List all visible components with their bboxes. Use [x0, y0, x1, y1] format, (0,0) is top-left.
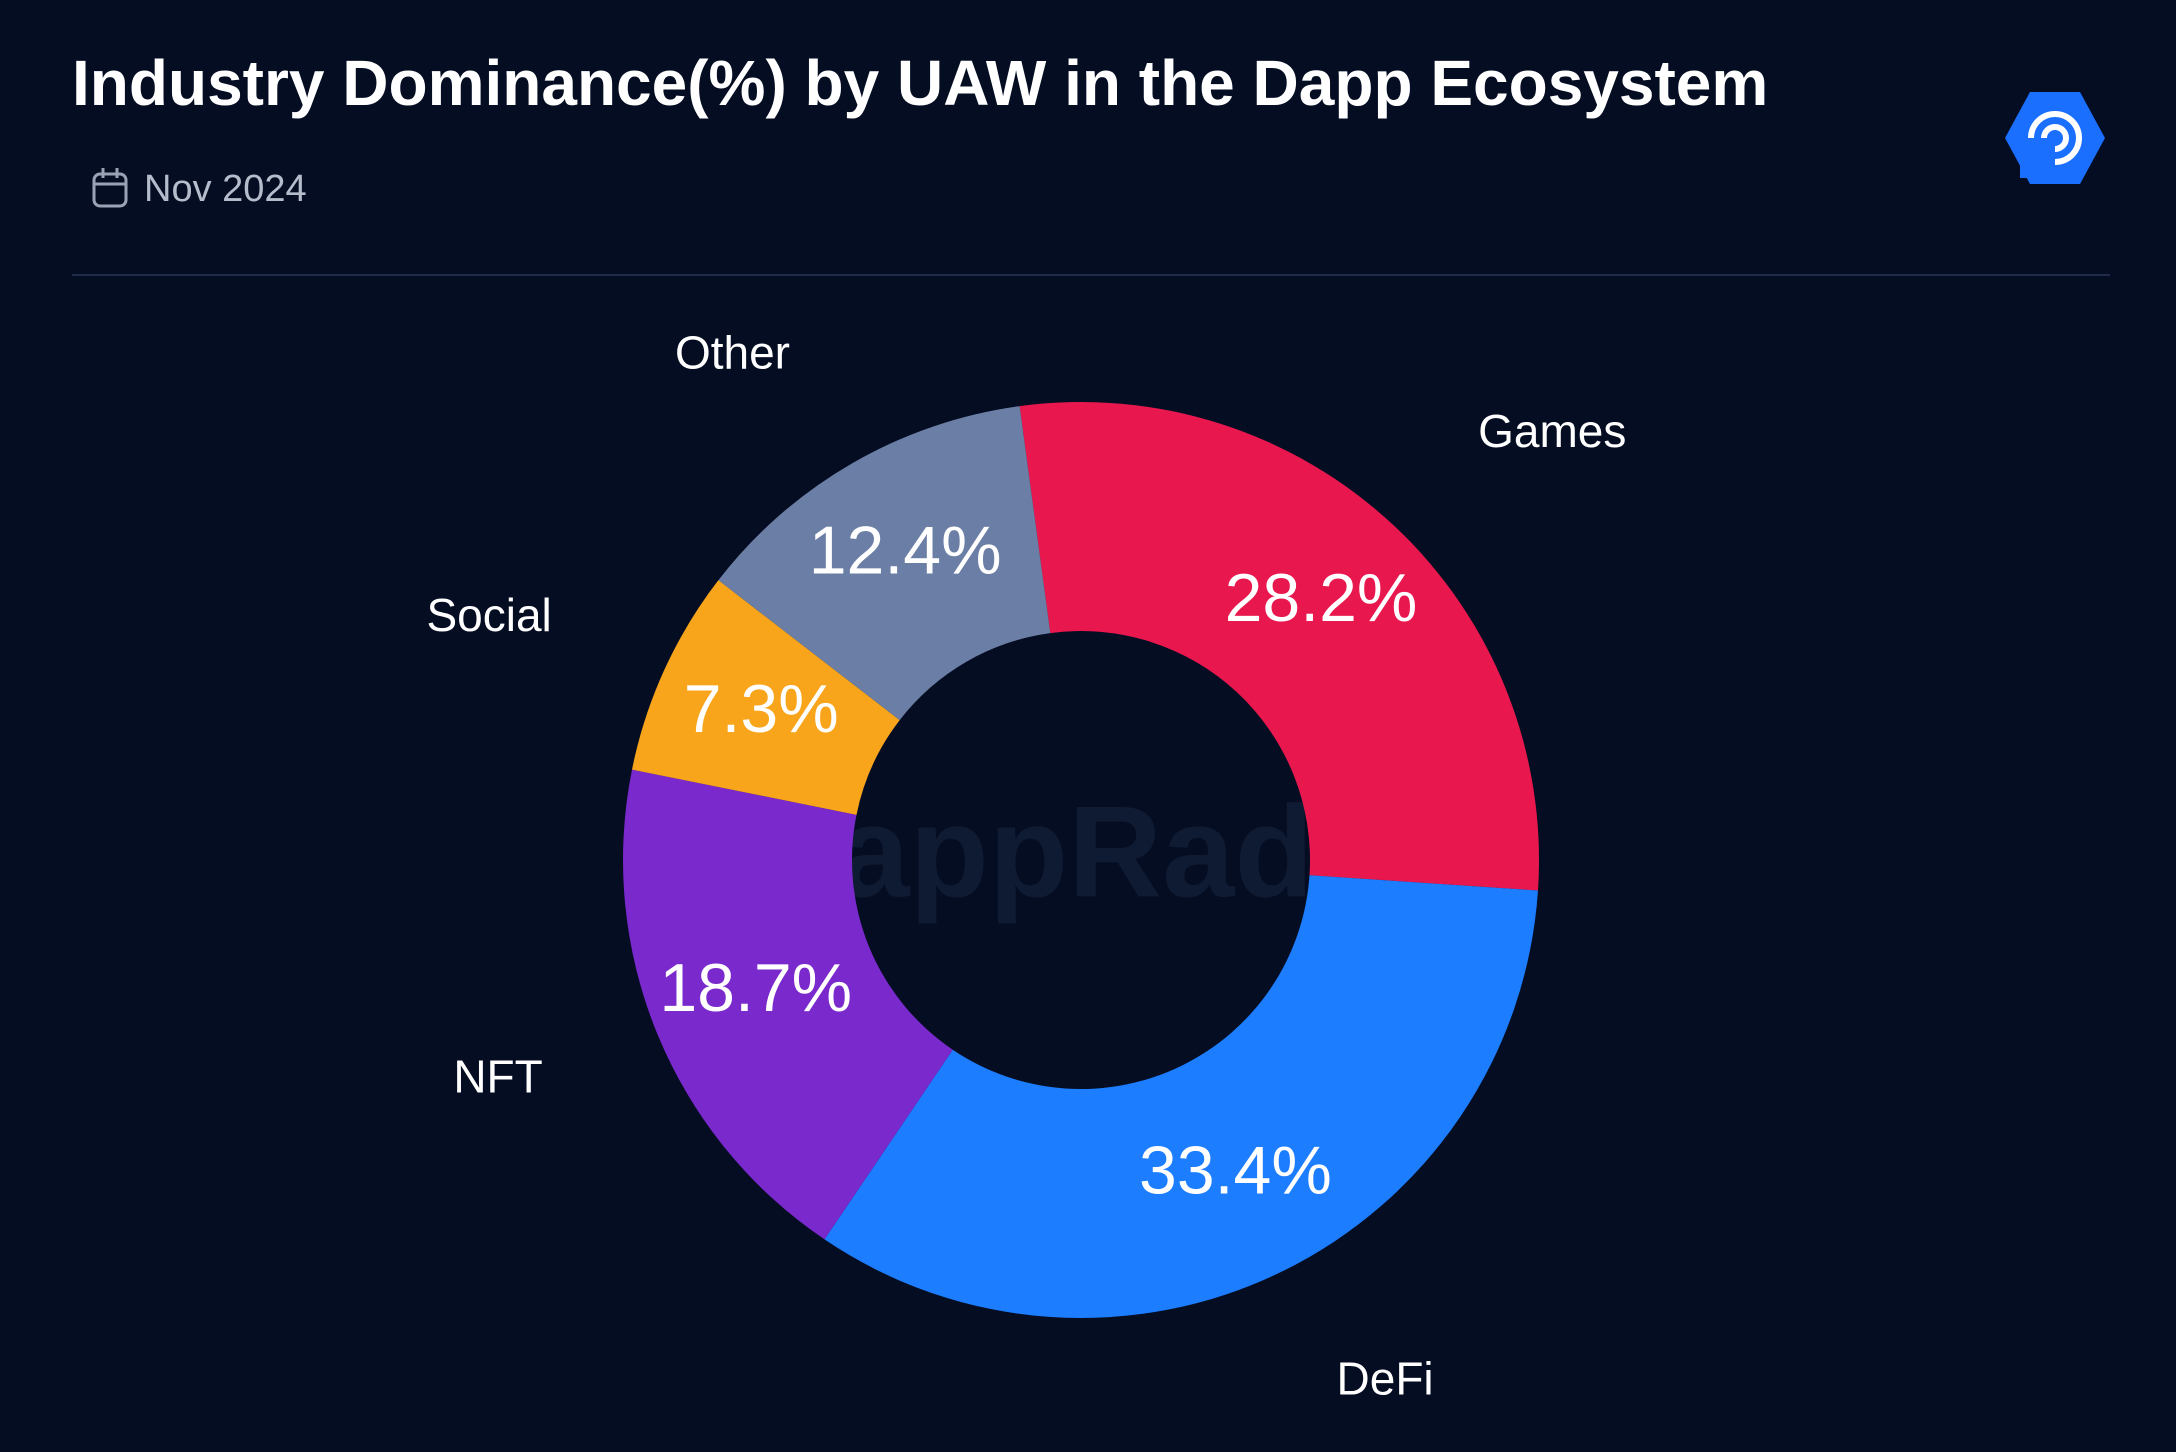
- donut-slice: [718, 406, 1051, 721]
- value-label: 12.4%: [809, 513, 1002, 589]
- category-label: DeFi: [1337, 1353, 1434, 1405]
- category-label: Games: [1478, 405, 1626, 457]
- donut-slice: [824, 875, 1538, 1318]
- value-label: 33.4%: [1139, 1133, 1332, 1209]
- donut-slice: [632, 580, 900, 815]
- donut-chart: 28.2% Games 33.4% DeFi 18.7% NFT 7.3% Social 12.…: [426, 327, 1626, 1405]
- donut-slice: [622, 769, 953, 1240]
- category-label: Other: [675, 327, 790, 379]
- category-label: Social: [426, 589, 551, 641]
- calendar-icon: [92, 168, 128, 208]
- chart-title: Industry Dominance(%) by UAW in the Dapp…: [72, 47, 1768, 119]
- chart-subtitle: Nov 2024: [144, 168, 307, 210]
- category-label: NFT: [453, 1051, 542, 1103]
- value-label: 7.3%: [684, 671, 839, 747]
- logo: [2005, 92, 2105, 184]
- value-label: 28.2%: [1225, 560, 1418, 636]
- donut-slice: [1019, 402, 1539, 891]
- value-label: 18.7%: [659, 950, 852, 1026]
